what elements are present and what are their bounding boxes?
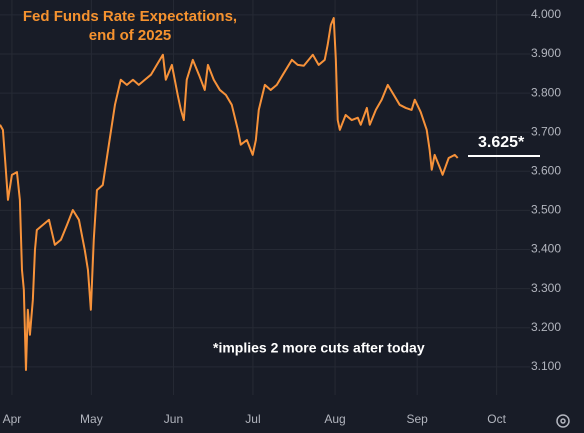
y-tick-label: 3.700 — [531, 124, 561, 138]
y-tick-label: 3.300 — [531, 281, 561, 295]
y-tick-label: 3.600 — [531, 163, 561, 177]
line — [0, 16, 459, 371]
settings-icon[interactable] — [556, 414, 570, 428]
y-tick-label: 3.400 — [531, 242, 561, 256]
x-tick-label: Jun — [164, 412, 183, 426]
x-tick-label: Jul — [245, 412, 260, 426]
x-tick-label: May — [80, 412, 103, 426]
footnote: *implies 2 more cuts after today — [213, 340, 425, 356]
annotation: 3.625* — [478, 134, 525, 151]
x-tick-label: Apr — [3, 412, 22, 426]
chart-title: end of 2025 — [89, 27, 172, 44]
x-tick-label: Oct — [487, 412, 506, 426]
y-tick-label: 3.900 — [531, 46, 561, 60]
settings-icon-center[interactable] — [560, 418, 566, 424]
y-tick-label: 3.500 — [531, 203, 561, 217]
x-tick-label: Sep — [406, 412, 428, 426]
x-tick-label: Aug — [324, 412, 345, 426]
plot — [0, 16, 459, 371]
settings-icon-ring[interactable] — [556, 414, 570, 428]
y-tick-label: 3.800 — [531, 85, 561, 99]
y-tick-label: 4.000 — [531, 7, 561, 21]
y-tick-label: 3.100 — [531, 359, 561, 373]
y-tick-label: 3.200 — [531, 320, 561, 334]
chart-title: Fed Funds Rate Expectations, — [23, 8, 237, 25]
